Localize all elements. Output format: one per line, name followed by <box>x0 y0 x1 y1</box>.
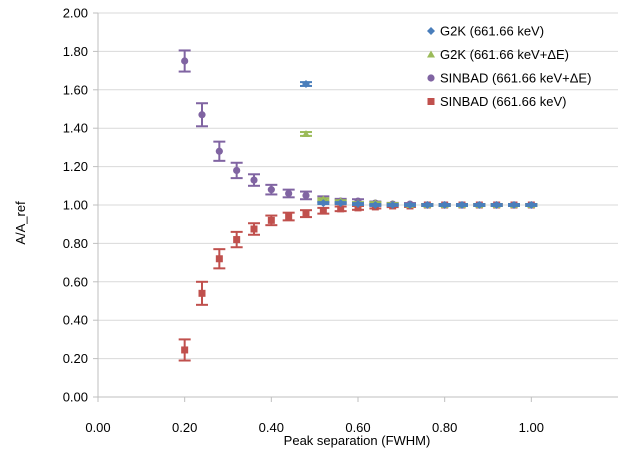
legend-label: G2K (661.66 keV+ΔE) <box>440 47 569 62</box>
data-point <box>406 201 414 209</box>
data-point <box>267 216 275 224</box>
data-point <box>181 57 189 65</box>
data-point <box>215 255 223 263</box>
legend: G2K (661.66 keV) G2K (661.66 keV+ΔE) SINBA… <box>427 24 591 109</box>
data-point <box>233 236 241 244</box>
data-point <box>319 207 327 215</box>
data-point <box>492 201 501 209</box>
y-tick-label: 1.60 <box>63 82 88 97</box>
y-tick-label: 1.00 <box>63 198 88 213</box>
legend-marker <box>427 50 435 58</box>
data-point <box>475 201 484 209</box>
y-tick-label: 2.00 <box>63 6 88 21</box>
legend-item: G2K (661.66 keV+ΔE) <box>427 47 569 62</box>
legend-label: G2K (661.66 keV) <box>440 24 544 39</box>
series-square <box>178 201 538 362</box>
data-point <box>250 225 258 233</box>
data-point <box>285 189 293 198</box>
data-point <box>198 111 206 119</box>
legend-label: SINBAD (661.66 keV+ΔE) <box>440 71 591 86</box>
axes <box>93 12 618 402</box>
data-point <box>302 191 310 199</box>
data-point <box>336 199 345 208</box>
x-tick-label: 0.20 <box>172 420 197 435</box>
plot-area <box>178 49 538 362</box>
data-point <box>371 201 380 209</box>
y-tick-label: 1.20 <box>63 159 88 174</box>
y-tick-label: 1.80 <box>63 44 88 59</box>
y-tick-label: 0.40 <box>63 313 88 328</box>
legend-item: SINBAD (661.66 keV) <box>427 94 566 109</box>
data-point <box>250 176 258 184</box>
x-tick-label: 0.00 <box>85 420 110 435</box>
data-point <box>215 147 223 155</box>
data-point <box>510 201 518 209</box>
x-tick-label: 0.60 <box>345 420 370 435</box>
series-diamond <box>300 80 538 209</box>
y-tick-label: 1.40 <box>63 121 88 136</box>
grid-lines <box>98 12 618 360</box>
x-axis-title: Peak separation (FWHM) <box>284 433 431 448</box>
data-point <box>267 186 275 194</box>
data-point <box>527 201 536 209</box>
data-point <box>302 80 310 89</box>
x-tick-label: 0.40 <box>259 420 284 435</box>
y-tick-label: 0.20 <box>63 351 88 366</box>
data-point <box>233 166 241 175</box>
y-tick-labels: 0.00 0.20 0.40 0.60 0.80 1.00 1.20 1.40 1.60 1.80… <box>63 6 88 405</box>
legend-item: SINBAD (661.66 keV+ΔE) <box>427 71 591 86</box>
data-point <box>423 201 432 209</box>
legend-marker <box>427 27 435 35</box>
data-point <box>458 201 466 209</box>
y-tick-label: 0.80 <box>63 236 88 251</box>
data-point <box>319 195 328 203</box>
legend-label: SINBAD (661.66 keV) <box>440 94 566 109</box>
x-tick-labels: 0.00 0.20 0.40 0.60 0.80 1.00 <box>85 420 544 435</box>
x-tick-label: 0.80 <box>432 420 457 435</box>
legend-marker <box>427 74 435 82</box>
data-point <box>302 210 310 218</box>
data-point <box>302 129 310 137</box>
legend-item: G2K (661.66 keV) <box>427 24 544 39</box>
legend-marker <box>427 98 435 105</box>
data-point <box>440 201 449 209</box>
y-tick-label: 0.00 <box>63 390 88 405</box>
data-point <box>319 199 328 208</box>
data-point <box>337 205 345 213</box>
x-tick-label: 1.00 <box>519 420 544 435</box>
data-point <box>181 346 189 354</box>
data-point <box>285 213 293 221</box>
y-axis-title: A/A_ref <box>13 201 28 245</box>
data-point <box>388 201 397 209</box>
y-tick-label: 0.60 <box>63 274 88 289</box>
series-triangle <box>300 129 538 208</box>
data-point <box>198 289 206 297</box>
data-point <box>354 200 362 209</box>
